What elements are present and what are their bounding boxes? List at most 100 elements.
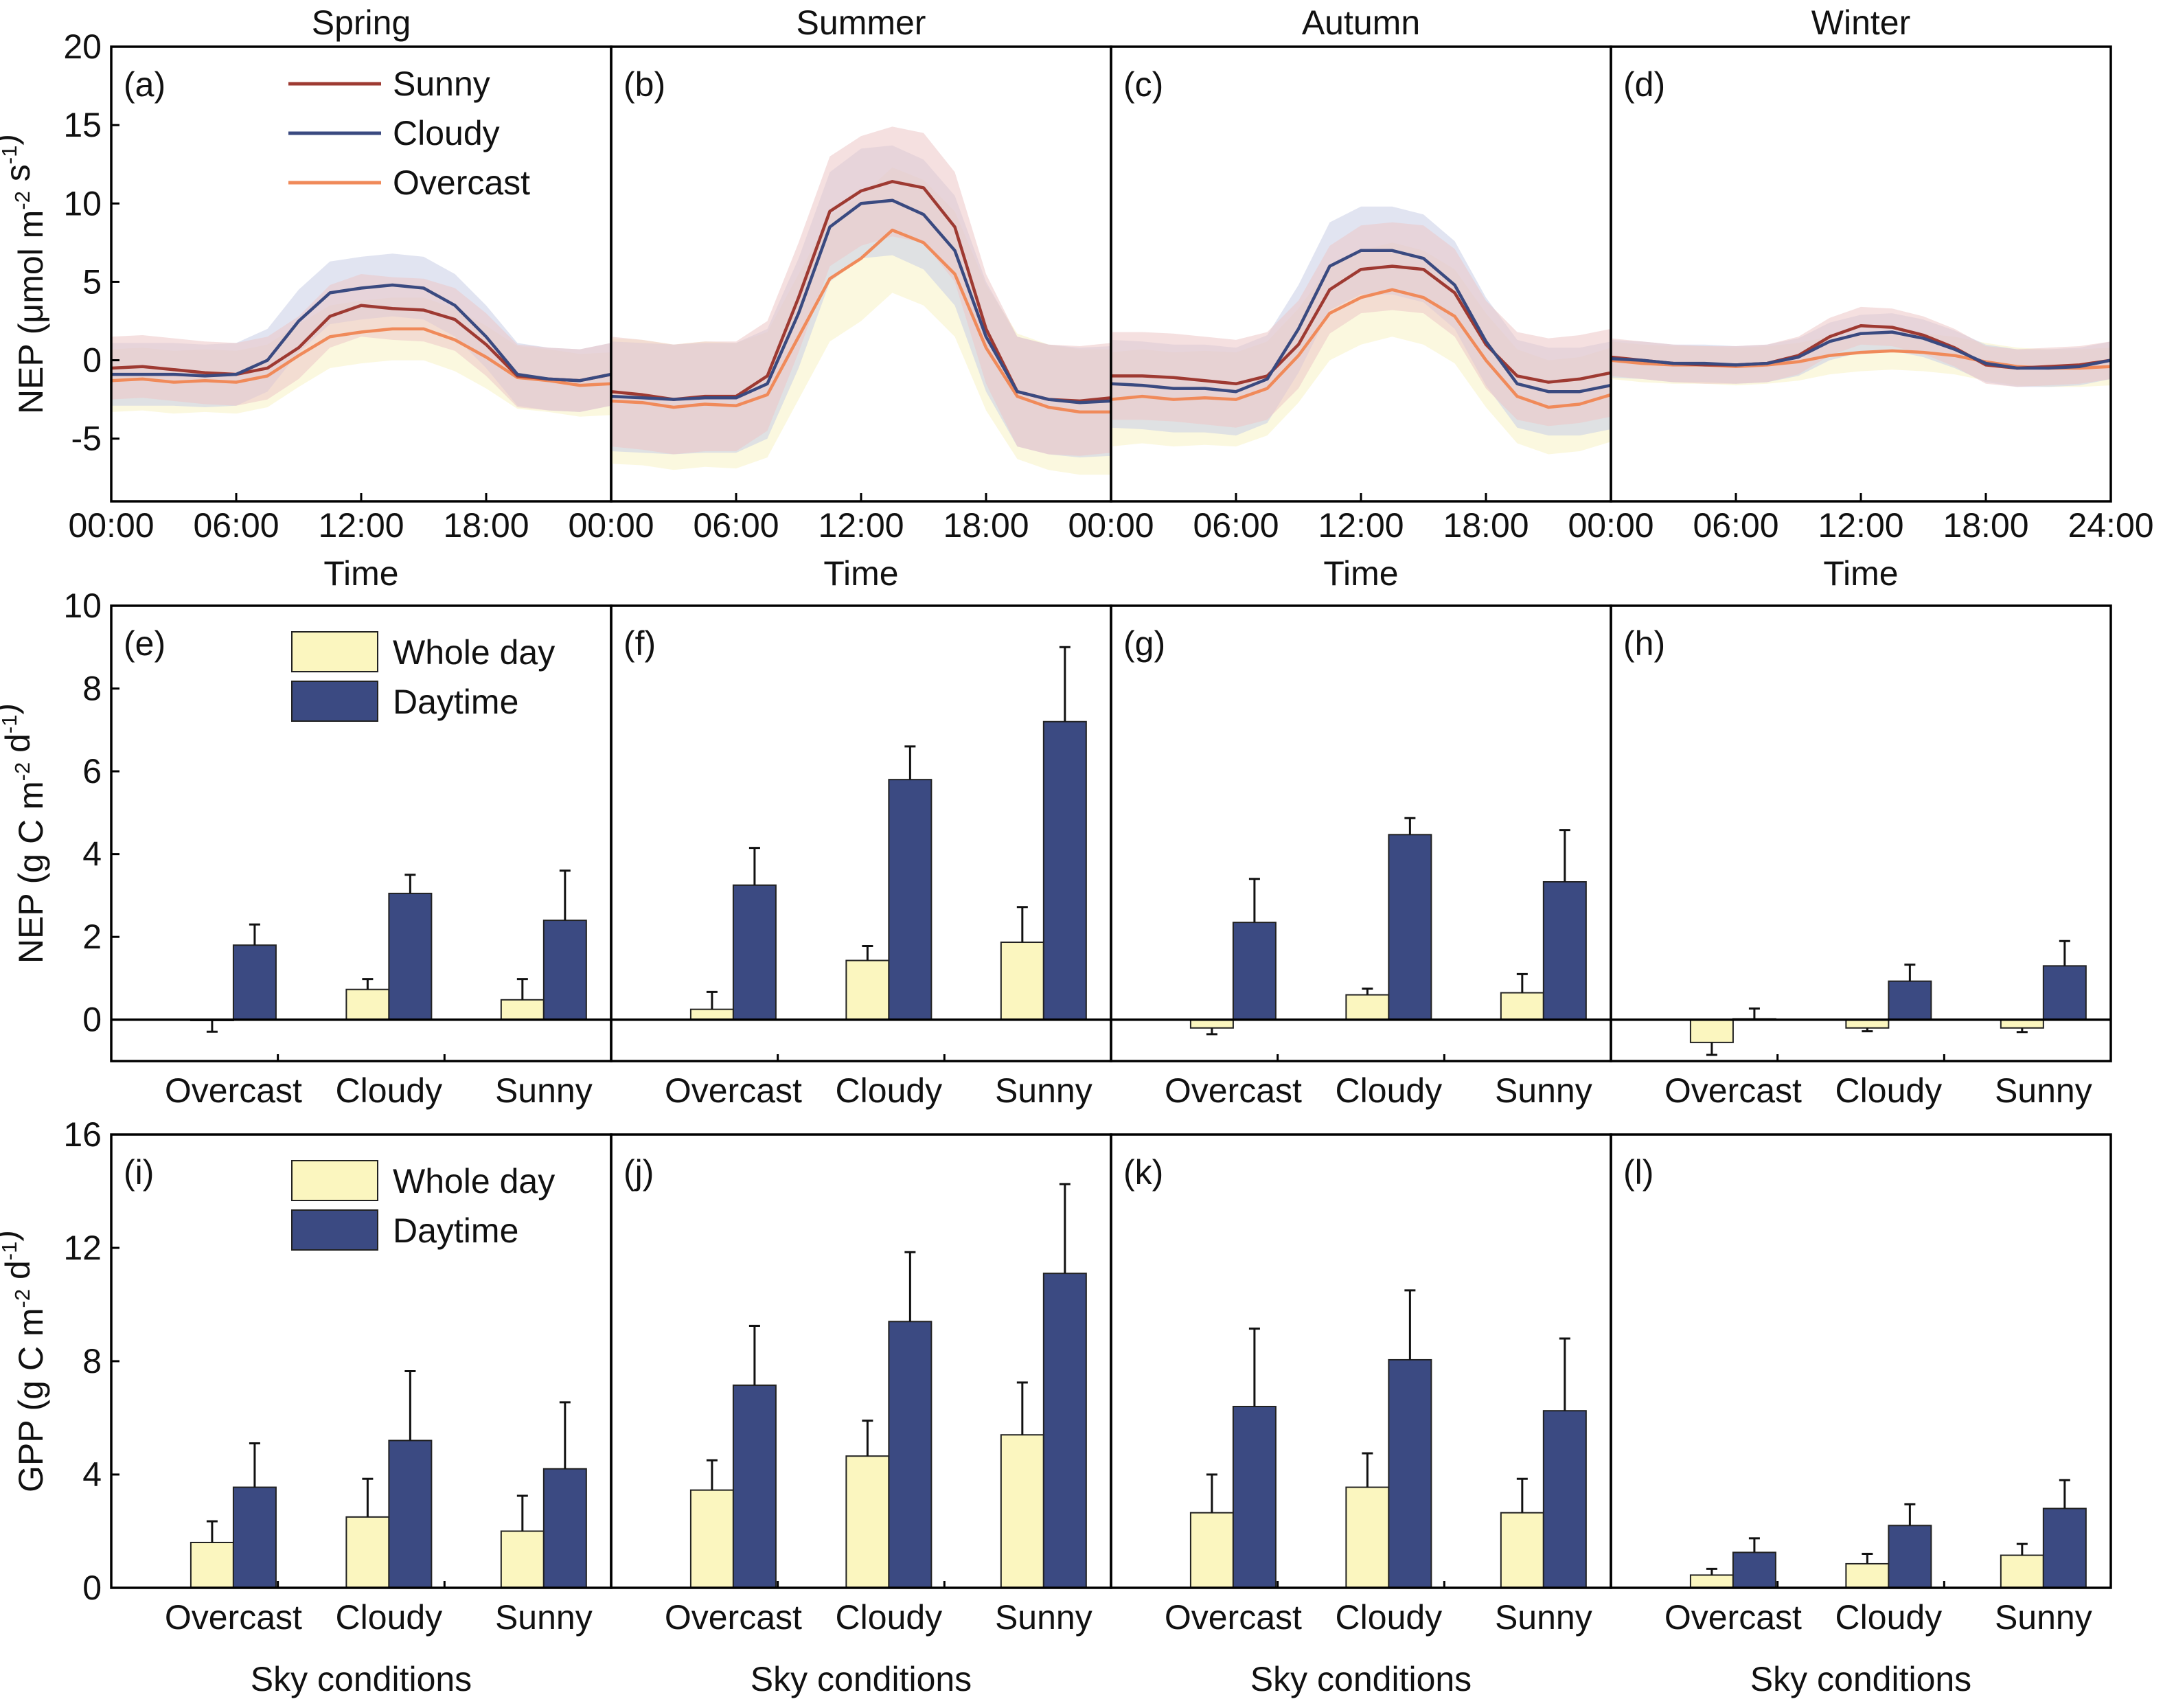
y-axis-label: NEP (μmol m-2 s-1): [0, 134, 50, 414]
bar-daytime-cloudy: [388, 1439, 433, 1589]
nep-diurnal-row: 00:00 06:00 12:00 18:00 Time (a) 00:00 06:00 12:…: [0, 27, 2154, 593]
x-tick-label: 12:00: [1818, 506, 1903, 545]
panel-label: (i): [124, 1153, 154, 1192]
x-tick-label: 00:00: [568, 506, 654, 545]
category-label-overcast: Overcast: [165, 1598, 302, 1637]
bar-whole-day-sunny: [500, 999, 545, 1021]
bar-panel-winter: Overcast Cloudy Sunny (h): [1610, 604, 2112, 1110]
panel-frame: [1610, 604, 2112, 1062]
x-tick-label: 00:00: [1068, 506, 1154, 545]
x-axis-label: Sky conditions: [251, 1660, 472, 1698]
panel-label: (d): [1623, 65, 1665, 104]
y-tick-label: 20: [63, 27, 102, 66]
y-tick-label: 10: [63, 587, 102, 625]
season-title-summer: Summer: [797, 3, 926, 42]
panel-label: (c): [1123, 65, 1163, 104]
bar-whole-day-overcast: [1689, 1574, 1734, 1589]
bar-whole-day-cloudy: [845, 1455, 890, 1589]
season-title-winter: Winter: [1811, 3, 1910, 42]
panel-label: (g): [1123, 624, 1165, 663]
panel-label: (a): [124, 65, 165, 104]
y-tick-label: 5: [82, 262, 102, 301]
bar-whole-day-overcast: [689, 1489, 734, 1589]
category-label-overcast: Overcast: [665, 1598, 802, 1637]
bar-whole-day-cloudy: [1345, 994, 1390, 1021]
bar-panel-summer: Overcast Cloudy Sunny (f): [610, 604, 1112, 1110]
y-tick-label: 16: [63, 1115, 102, 1154]
x-tick-label: 06:00: [1693, 506, 1778, 545]
bar-daytime-overcast: [732, 1385, 777, 1589]
category-label-sunny: Sunny: [495, 1598, 593, 1637]
panel-label: (h): [1623, 624, 1665, 663]
category-label-cloudy: Cloudy: [336, 1598, 443, 1637]
x-tick-label: 06:00: [1193, 506, 1279, 545]
band-sunny: [1111, 222, 1611, 428]
legend-label-cloudy: Cloudy: [393, 114, 500, 152]
legend-label-whole-day: Whole day: [393, 633, 555, 672]
x-axis-label: Sky conditions: [1750, 1660, 1971, 1698]
bar-whole-day-sunny: [2000, 1018, 2044, 1029]
y-axis-label: NEP (g C m-2 d-1): [0, 703, 50, 964]
y-tick-label: 0: [82, 1001, 102, 1039]
x-tick-label: 18:00: [943, 506, 1029, 545]
bar-panel-summer: Overcast Cloudy Sunny (j) Sky conditions: [610, 1133, 1112, 1698]
bar-daytime-sunny: [1542, 881, 1587, 1021]
line-overcast: [1110, 288, 1612, 409]
bar-daytime-sunny: [1042, 1273, 1087, 1589]
category-label-cloudy: Cloudy: [1336, 1598, 1443, 1637]
x-tick-label: 12:00: [818, 506, 904, 545]
y-tick-label: 8: [82, 670, 102, 708]
y-tick-label: 2: [82, 918, 102, 956]
bar-daytime-cloudy: [1888, 980, 1932, 1021]
bar-daytime-overcast: [1232, 1406, 1277, 1589]
bar-daytime-sunny: [2042, 1507, 2087, 1589]
bar-whole-day-overcast: [689, 1008, 734, 1021]
category-label-sunny: Sunny: [995, 1598, 1092, 1637]
category-label-sunny: Sunny: [495, 1071, 593, 1110]
category-label-cloudy: Cloudy: [336, 1071, 443, 1110]
category-label-cloudy: Cloudy: [1835, 1071, 1943, 1110]
bar-daytime-cloudy: [1888, 1525, 1932, 1589]
bar-whole-day-sunny: [2000, 1554, 2044, 1589]
line-overcast: [111, 327, 612, 387]
legend-period: Whole day Daytime: [291, 1160, 555, 1251]
legend-swatch-daytime: [291, 681, 378, 722]
legend-label-overcast: Overcast: [393, 163, 530, 202]
panel-label: (f): [623, 624, 656, 663]
category-label-overcast: Overcast: [1664, 1598, 1802, 1637]
panel-label: (l): [1623, 1153, 1653, 1192]
bar-daytime-overcast: [232, 1486, 277, 1589]
y-tick-label: 12: [63, 1229, 102, 1267]
legend-sky: Sunny Cloudy Overcast: [288, 65, 530, 202]
y-tick-label: 15: [63, 106, 102, 144]
line-overcast: [610, 228, 1111, 414]
legend-label-whole-day: Whole day: [393, 1162, 555, 1200]
bar-daytime-overcast: [1232, 922, 1277, 1021]
bar-daytime-overcast: [732, 884, 777, 1021]
bar-daytime-cloudy: [1388, 834, 1432, 1021]
x-tick-label: 00:00: [1568, 506, 1653, 545]
y-tick-label: 8: [82, 1342, 102, 1380]
x-tick-label: 18:00: [443, 506, 529, 545]
bar-daytime-cloudy: [888, 1321, 932, 1589]
bar-whole-day-cloudy: [1845, 1018, 1890, 1029]
bar-daytime-sunny: [1542, 1410, 1587, 1589]
bar-daytime-sunny: [2042, 965, 2087, 1021]
x-tick-label: 18:00: [1943, 506, 2028, 545]
bar-whole-day-overcast: [1189, 1512, 1234, 1589]
legend-label-daytime: Daytime: [393, 1211, 518, 1250]
category-label-cloudy: Cloudy: [1336, 1071, 1443, 1110]
bar-panel-autumn: Overcast Cloudy Sunny (k) Sky conditions: [1110, 1133, 1612, 1698]
y-tick-label: 10: [63, 184, 102, 223]
y-tick-label: 0: [82, 341, 102, 380]
panel-label: (j): [623, 1153, 654, 1192]
category-label-overcast: Overcast: [165, 1071, 302, 1110]
category-label-overcast: Overcast: [665, 1071, 802, 1110]
band-sunny: [111, 274, 611, 412]
bar-daytime-cloudy: [888, 779, 932, 1021]
legend-label-daytime: Daytime: [393, 683, 518, 721]
x-axis-label: Time: [823, 554, 898, 593]
legend-swatch-daytime: [291, 1209, 378, 1251]
category-label-sunny: Sunny: [1995, 1071, 2092, 1110]
